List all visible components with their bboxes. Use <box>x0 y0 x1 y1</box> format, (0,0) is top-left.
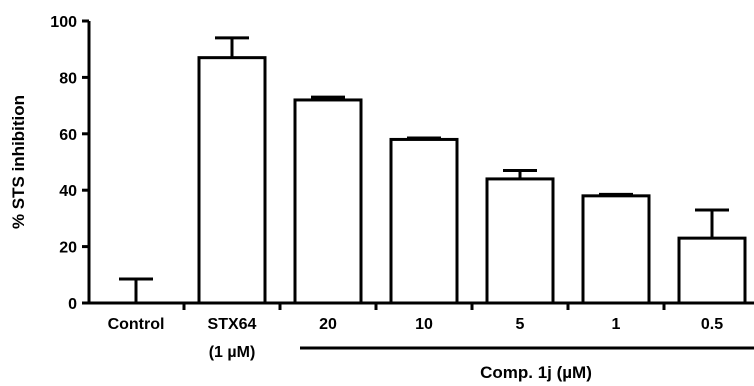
bars <box>197 56 747 305</box>
x-tick-label: STX64 <box>208 316 257 333</box>
x-tick-labels: Control STX64 (1 µM) 20 10 5 1 0.5 <box>108 316 724 361</box>
bar <box>581 194 651 305</box>
y-tick-label: 80 <box>59 70 77 87</box>
x-tick-label: Control <box>108 316 165 333</box>
bar <box>389 137 459 305</box>
y-tick-label: 0 <box>68 296 77 313</box>
bar <box>485 177 555 305</box>
bar <box>677 236 747 305</box>
x-tick-label: 10 <box>415 316 433 333</box>
group-label: Comp. 1j (µM) <box>480 363 592 382</box>
bar <box>197 56 267 305</box>
x-tick-label: 1 <box>612 316 621 333</box>
y-tick-label: 20 <box>59 240 77 257</box>
x-tick-label: 0.5 <box>701 316 723 333</box>
x-tick-label: 5 <box>516 316 525 333</box>
y-axis-label: % STS inhibition <box>9 95 28 229</box>
x-tick-sublabel: (1 µM) <box>209 344 256 361</box>
error-bars <box>119 36 729 303</box>
y-tick-label: 100 <box>50 14 77 31</box>
y-tick-label: 40 <box>59 183 77 200</box>
y-ticks: 0 20 40 60 80 100 <box>50 14 89 313</box>
x-tick-label: 20 <box>319 316 337 333</box>
y-tick-label: 60 <box>59 127 77 144</box>
bar <box>293 98 363 305</box>
